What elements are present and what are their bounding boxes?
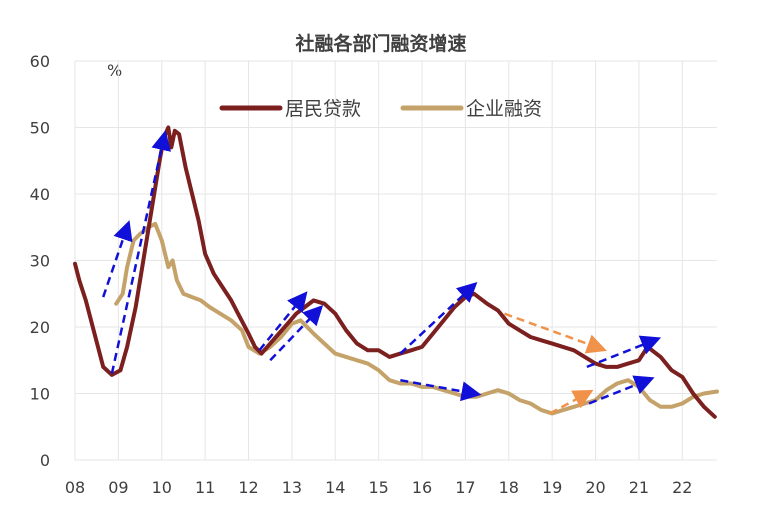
y-unit-label: % [107, 61, 122, 80]
x-tick-label: 20 [585, 478, 605, 497]
trend-arrow [504, 312, 607, 354]
series-lines [73, 125, 719, 419]
x-tick-label: 18 [499, 478, 519, 497]
y-tick-label: 50 [30, 119, 50, 138]
x-tick-label: 19 [542, 478, 562, 497]
legend-label: 企业融资 [466, 98, 542, 120]
legend-label: 居民贷款 [285, 98, 361, 120]
x-tick-label: 09 [108, 478, 128, 497]
y-tick-label: 0 [40, 451, 50, 470]
trend-arrow [549, 389, 594, 415]
x-tick-label: 17 [455, 478, 475, 497]
series-line [73, 125, 717, 419]
y-tick-label: 10 [30, 385, 50, 404]
gridlines [74, 60, 717, 461]
x-tick-label: 21 [629, 478, 649, 497]
trend-arrow [269, 304, 324, 362]
x-tick-label: 22 [672, 478, 692, 497]
x-tick-label: 12 [238, 478, 258, 497]
x-tick-label: 10 [152, 478, 172, 497]
y-axis: 0 10 20 30 40 50 60 [30, 52, 50, 470]
trend-arrow [258, 291, 308, 352]
x-tick-label: 16 [412, 478, 432, 497]
x-tick-label: 14 [325, 478, 345, 497]
x-tick-label: 08 [65, 478, 85, 497]
x-tick-label: 11 [195, 478, 215, 497]
trend-arrow [588, 375, 655, 405]
x-tick-label: 15 [368, 478, 388, 497]
trend-arrow [110, 130, 171, 374]
x-tick-label: 13 [282, 478, 302, 497]
y-tick-label: 40 [30, 185, 50, 204]
annotation-arrows [102, 130, 662, 415]
y-tick-label: 30 [30, 252, 50, 271]
y-tick-label: 60 [30, 52, 50, 71]
trend-arrow [399, 281, 478, 355]
y-tick-label: 20 [30, 318, 50, 337]
x-axis: 08 09 10 11 12 13 14 15 16 17 18 19 20 21 22 [65, 478, 693, 497]
chart-title: 社融各部门融资增速 [294, 32, 466, 55]
legend: 居民贷款 企业融资 [219, 98, 542, 120]
series-line [114, 221, 719, 416]
